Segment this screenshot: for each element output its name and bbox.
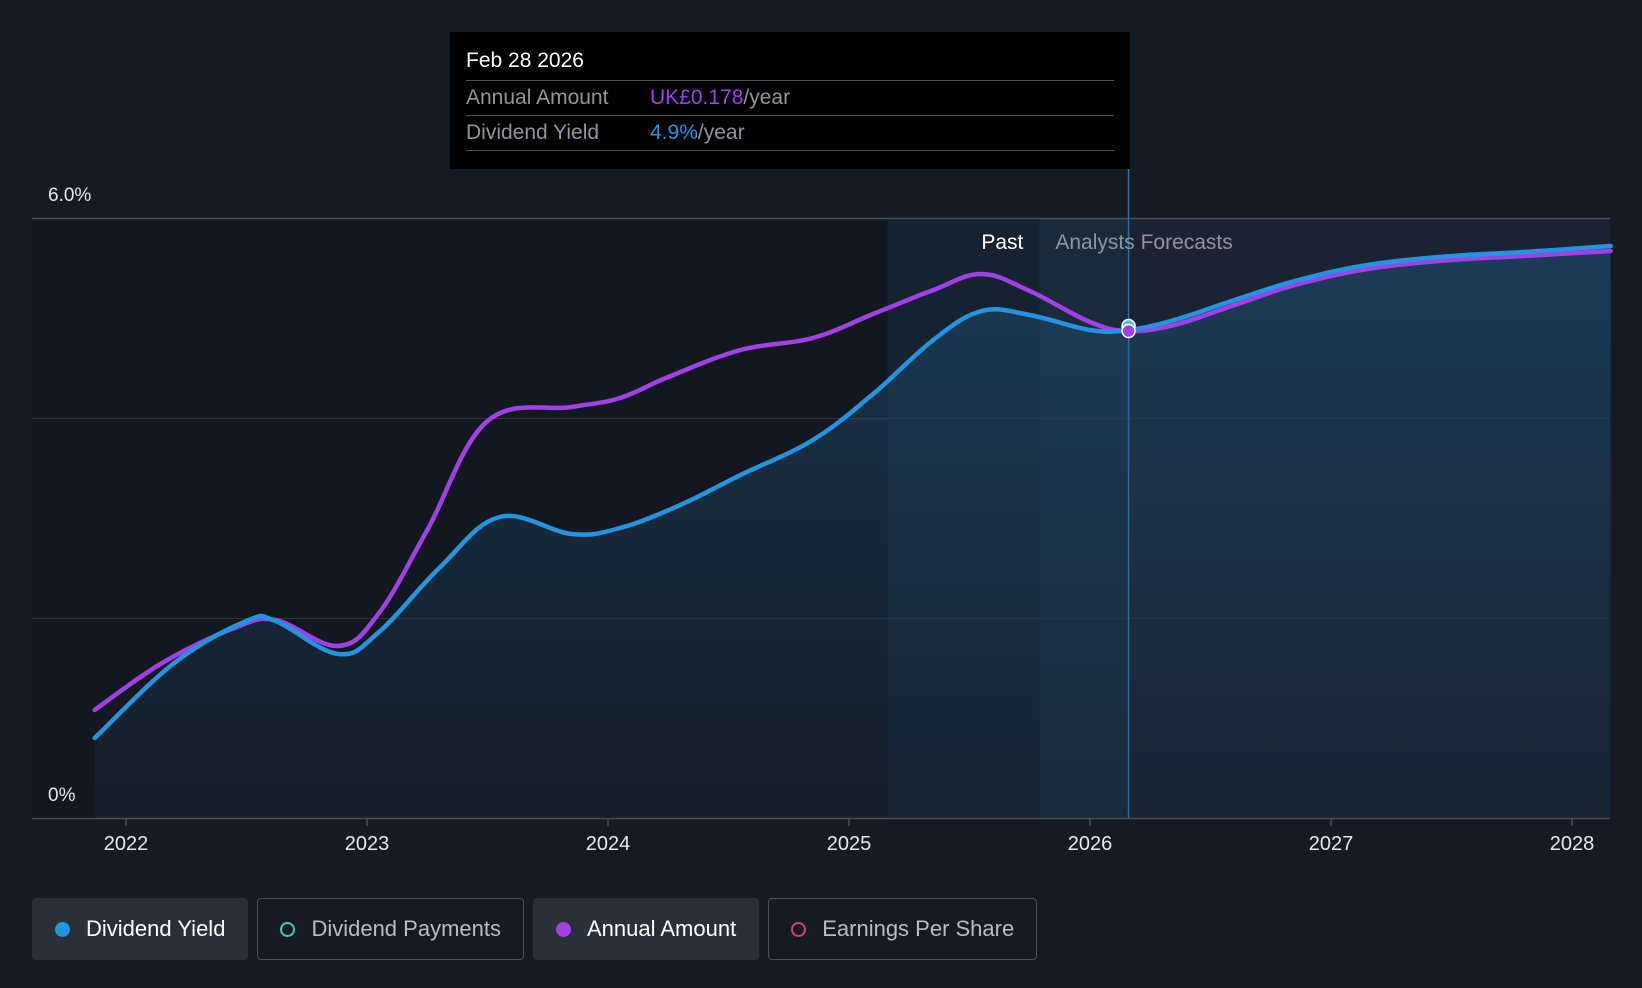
legend-label: Dividend Payments <box>311 916 501 941</box>
annual-amount-dot-icon <box>555 921 571 937</box>
y-tick-bottom: 0% <box>48 785 76 806</box>
past-label: Past <box>981 231 1023 254</box>
tooltip-unit: /year <box>743 86 791 109</box>
y-tick-top: 6.0% <box>48 185 91 206</box>
dividend-yield-dot-icon <box>55 921 70 937</box>
tooltip-row-dividend-yield: Dividend Yield 4.9% /year <box>466 116 1114 151</box>
x-tick-label: 2026 <box>1068 833 1113 855</box>
x-tick-label: 2028 <box>1550 833 1595 855</box>
legend-annual-amount[interactable]: Annual Amount <box>532 898 760 960</box>
legend-label: Dividend Yield <box>86 916 226 941</box>
dividend-payments-ring-icon <box>280 921 296 937</box>
tooltip-unit: /year <box>697 121 745 144</box>
dividend-yield-area <box>94 246 1611 818</box>
tooltip-value: 4.9% <box>650 121 698 144</box>
tooltip-label: Dividend Yield <box>466 121 600 144</box>
legend-earnings-per-share[interactable]: Earnings Per Share <box>768 898 1038 960</box>
legend-label: Earnings Per Share <box>822 916 1015 941</box>
x-tick-label: 2025 <box>827 833 872 855</box>
chart-tooltip: Feb 28 2026 Annual Amount UK£0.178 /year… <box>450 32 1130 169</box>
x-tick-label: 2027 <box>1309 833 1354 855</box>
tooltip-value: UK£0.178 <box>650 86 744 109</box>
analysts-forecasts-label: Analysts Forecasts <box>1055 231 1232 254</box>
tooltip-row-annual-amount: Annual Amount UK£0.178 /year <box>466 81 1114 116</box>
legend-dividend-payments[interactable]: Dividend Payments <box>257 898 524 960</box>
x-tick-label: 2023 <box>345 833 390 855</box>
legend-dividend-yield[interactable]: Dividend Yield <box>32 898 249 960</box>
x-tick-label: 2022 <box>104 833 149 855</box>
dividend-yield-line <box>92 243 1613 741</box>
earnings-per-share-ring-icon <box>791 921 807 937</box>
annual-amount-line <box>92 248 1613 713</box>
annual-amount-marker <box>1121 323 1136 339</box>
tooltip-date: Feb 28 2026 <box>466 46 1114 81</box>
tooltip-label: Annual Amount <box>466 86 609 109</box>
x-tick-label: 2024 <box>586 833 631 855</box>
legend-label: Annual Amount <box>586 916 737 941</box>
chart-legend: Dividend Yield Dividend Payments Annual … <box>32 898 1046 960</box>
